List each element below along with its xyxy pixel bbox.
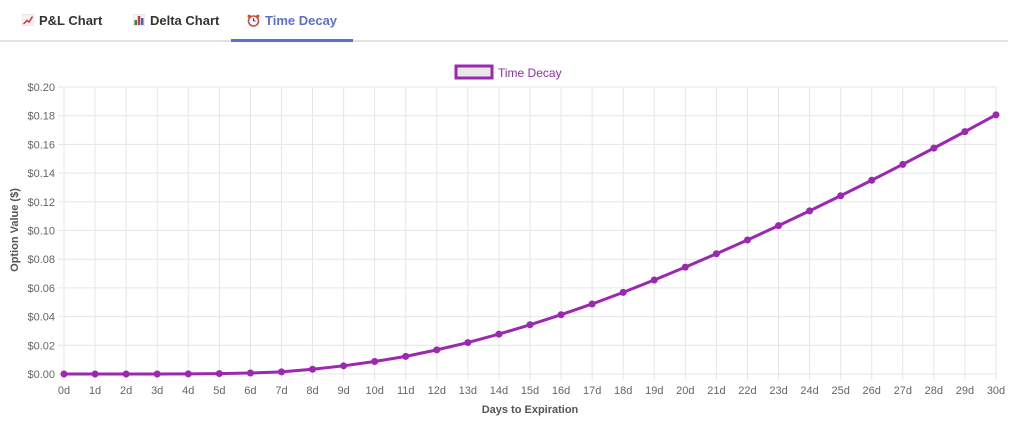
tab-pnl-chart[interactable]: P&L Chart: [22, 0, 102, 40]
data-point[interactable]: [309, 365, 317, 373]
y-tick-label: $0.18: [27, 111, 55, 123]
y-tick-label: $0.20: [27, 82, 55, 94]
chart-increasing-icon: [22, 14, 34, 26]
legend-swatch: [454, 64, 494, 80]
data-point[interactable]: [184, 370, 192, 378]
x-tick-label: 6d: [244, 385, 256, 397]
data-point[interactable]: [588, 300, 596, 308]
data-point[interactable]: [619, 288, 627, 296]
data-point[interactable]: [930, 144, 938, 152]
x-tick-label: 18d: [614, 385, 632, 397]
y-tick-label: $0.10: [27, 226, 55, 238]
y-tick-label: $0.00: [27, 369, 55, 381]
x-tick-label: 24d: [800, 385, 818, 397]
data-point[interactable]: [712, 250, 720, 258]
legend-label: Time Decay: [498, 66, 562, 80]
x-tick-label: 21d: [707, 385, 725, 397]
data-point[interactable]: [215, 370, 223, 378]
x-axis-title: Days to Expiration: [482, 404, 579, 416]
x-tick-label: 15d: [521, 385, 539, 397]
x-tick-label: 22d: [738, 385, 756, 397]
y-tick-label: $0.16: [27, 139, 55, 151]
y-tick-label: $0.12: [27, 197, 55, 209]
data-point[interactable]: [371, 358, 379, 366]
data-point[interactable]: [868, 176, 876, 184]
x-tick-label: 0d: [58, 385, 70, 397]
x-tick-label: 10d: [365, 385, 383, 397]
x-tick-label: 9d: [337, 385, 349, 397]
chart-tabs: P&L Chart Delta Chart Time Decay: [0, 0, 1008, 42]
y-axis-title: Option Value ($): [9, 188, 21, 272]
tab-label: Time Decay: [265, 12, 338, 28]
x-tick-label: 7d: [275, 385, 287, 397]
data-point[interactable]: [153, 370, 161, 378]
x-tick-label: 16d: [552, 385, 570, 397]
data-point[interactable]: [495, 330, 503, 338]
y-tick-label: $0.14: [27, 168, 55, 180]
x-tick-label: 3d: [151, 385, 163, 397]
x-tick-label: 25d: [831, 385, 849, 397]
data-point[interactable]: [91, 370, 99, 378]
y-tick-label: $0.08: [27, 254, 55, 266]
data-point[interactable]: [402, 352, 410, 360]
data-point[interactable]: [277, 368, 285, 376]
chart-grid: [58, 86, 997, 380]
data-point[interactable]: [775, 222, 783, 230]
x-axis-ticks: 0d 1d 2d 3d 4d 5d 6d 7d 8d 9d 10d 11d 12d 13d 14d 15d 16…: [58, 385, 1005, 397]
data-point[interactable]: [60, 370, 68, 378]
data-point[interactable]: [837, 192, 845, 200]
x-tick-label: 26d: [863, 385, 881, 397]
x-tick-label: 4d: [182, 385, 194, 397]
data-point[interactable]: [122, 370, 130, 378]
data-point[interactable]: [806, 207, 814, 215]
x-tick-label: 11d: [397, 385, 415, 397]
y-tick-label: $0.06: [27, 283, 55, 295]
series-time-decay: [60, 111, 1000, 378]
data-point[interactable]: [340, 362, 348, 370]
x-tick-label: 13d: [459, 385, 477, 397]
y-axis-ticks: $0.00 $0.02 $0.04 $0.06 $0.08 $0.10 $0.12 $0.14…: [27, 82, 55, 381]
x-tick-label: 12d: [428, 385, 446, 397]
tab-delta-chart[interactable]: Delta Chart: [133, 0, 219, 40]
x-tick-label: 27d: [894, 385, 912, 397]
chart-legend[interactable]: Time Decay: [454, 64, 562, 80]
x-tick-label: 2d: [120, 385, 132, 397]
data-point[interactable]: [650, 276, 658, 284]
x-tick-label: 19d: [645, 385, 663, 397]
alarm-clock-icon: [247, 14, 260, 27]
x-tick-label: 17d: [583, 385, 601, 397]
data-point[interactable]: [557, 311, 565, 319]
data-point[interactable]: [961, 128, 969, 136]
data-point[interactable]: [464, 339, 472, 347]
bar-chart-icon: [133, 14, 145, 26]
tab-time-decay[interactable]: Time Decay: [230, 0, 354, 42]
data-point[interactable]: [899, 160, 907, 168]
data-point[interactable]: [992, 111, 1000, 119]
data-point[interactable]: [246, 369, 254, 377]
data-point[interactable]: [433, 346, 441, 354]
x-tick-label: 8d: [306, 385, 318, 397]
x-tick-label: 29d: [956, 385, 974, 397]
x-tick-label: 20d: [676, 385, 694, 397]
tab-label: Delta Chart: [150, 12, 220, 28]
x-tick-label: 23d: [769, 385, 787, 397]
tab-label: P&L Chart: [39, 12, 103, 28]
x-tick-label: 5d: [213, 385, 225, 397]
y-tick-label: $0.04: [27, 312, 55, 324]
x-tick-label: 1d: [89, 385, 101, 397]
x-tick-label: 30d: [987, 385, 1005, 397]
x-tick-label: 28d: [925, 385, 943, 397]
x-tick-label: 14d: [490, 385, 508, 397]
y-tick-label: $0.02: [27, 340, 55, 352]
data-point[interactable]: [526, 321, 534, 329]
data-point[interactable]: [681, 263, 689, 271]
data-point[interactable]: [743, 236, 751, 244]
